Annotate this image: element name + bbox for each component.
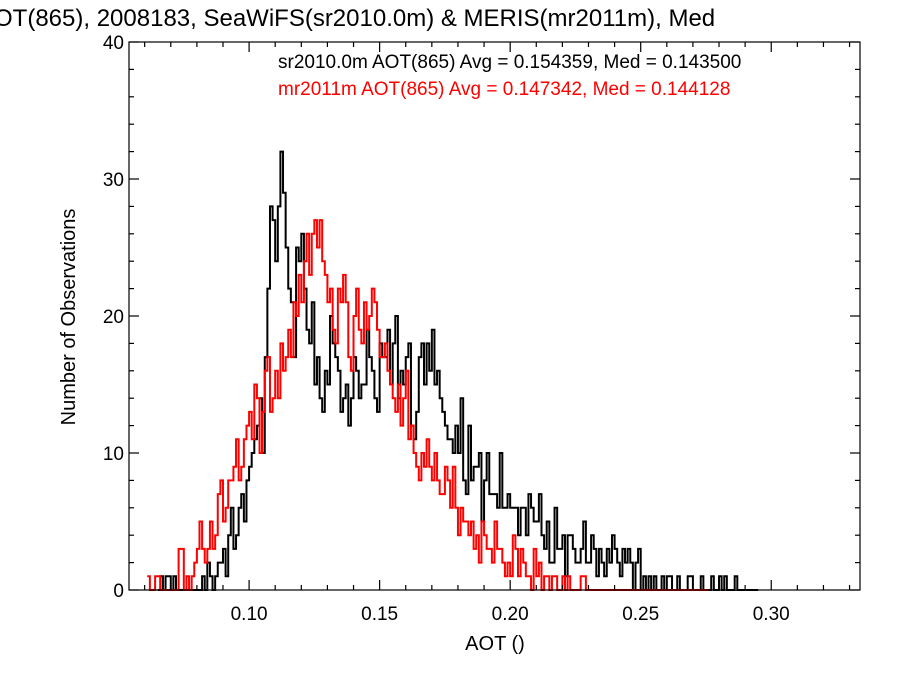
x-axis-title: AOT (): [465, 633, 525, 655]
y-tick-label: 30: [103, 170, 124, 191]
y-axis-title: Number of Observations: [58, 209, 80, 426]
ticks-layer: 0.10 0.15 0.20 0.25 0.30 0 10 20 30 40: [103, 33, 860, 625]
y-tick-label: 0: [113, 581, 124, 602]
y-tick-label: 40: [103, 33, 124, 54]
y-tick-label: 20: [103, 307, 124, 328]
x-tick-label: 0.15: [361, 604, 398, 625]
x-tick-label: 0.10: [231, 604, 268, 625]
x-tick-label: 0.20: [492, 604, 529, 625]
x-tick-label: 0.25: [622, 604, 659, 625]
series-line-1: [147, 219, 709, 591]
y-tick-label: 10: [103, 444, 124, 465]
chart-title: AOT(865), 2008183, SeaWiFS(sr2010.0m) & …: [0, 5, 715, 32]
series-layer: [147, 150, 759, 591]
legend-entry-mr2011: mr2011m AOT(865) Avg = 0.147342, Med = 0…: [278, 79, 730, 100]
legend-entry-sr2010: sr2010.0m AOT(865) Avg = 0.154359, Med =…: [278, 52, 741, 73]
x-tick-label: 0.30: [753, 604, 790, 625]
